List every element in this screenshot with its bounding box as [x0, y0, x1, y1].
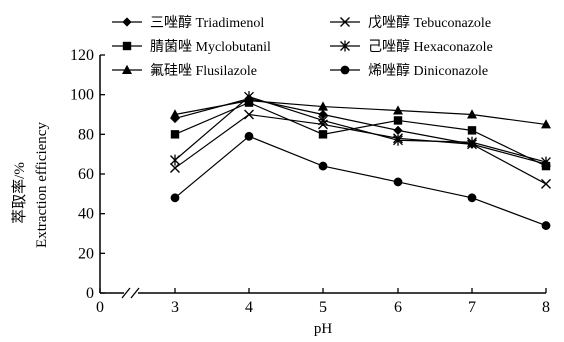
- data-point-triangle: [170, 109, 180, 119]
- data-point-square: [467, 126, 477, 135]
- data-point-diamond: [393, 125, 403, 135]
- data-point-x: [170, 163, 180, 174]
- y-axis-title-english: Extraction efficiency: [34, 122, 50, 248]
- data-point-asterisk: [318, 114, 328, 126]
- legend-entry: 烯唑醇 Diniconazole: [330, 62, 488, 79]
- data-point-square: [393, 116, 403, 125]
- series-line: [174, 95, 547, 163]
- data-point-triangle: [541, 119, 551, 129]
- data-point-x: [541, 178, 551, 189]
- data-point-asterisk: [340, 40, 350, 52]
- data-point-diamond: [318, 109, 328, 120]
- y-tick-label: 0: [86, 285, 94, 302]
- data-point-asterisk: [393, 134, 403, 146]
- legend-label: 戊唑醇 Tebuconazole: [368, 14, 491, 31]
- series-square: [170, 98, 551, 171]
- y-tick-label: 100: [70, 87, 94, 104]
- y-tick-label: 120: [70, 47, 94, 64]
- data-point-square: [122, 41, 132, 51]
- legend-label: 氟硅唑 Flusilazole: [150, 63, 257, 79]
- chart-legend: 三唑醇 Triadimenol 戊唑醇 Tebuconazole 腈菌唑 Myclo…: [112, 14, 493, 79]
- data-point-triangle: [467, 109, 477, 119]
- y-tick-label: 40: [78, 206, 94, 223]
- data-point-asterisk: [467, 136, 477, 148]
- data-point-circle: [541, 221, 551, 230]
- y-axis-title-chinese: 萃取率/%: [11, 162, 28, 224]
- axis-break-mark: [130, 287, 140, 299]
- data-point-triangle: [122, 64, 132, 74]
- legend-label: 己唑醇 Hexaconazole: [368, 38, 493, 55]
- axis-break-mark: [121, 287, 131, 299]
- series-line: [174, 135, 547, 227]
- chart-axes: [99, 55, 546, 299]
- data-point-x: [244, 109, 254, 120]
- data-point-triangle: [244, 95, 254, 105]
- series-x: [170, 109, 551, 189]
- legend-entry: 腈菌唑 Myclobutanil: [112, 39, 271, 55]
- x-tick-label: 3: [171, 299, 179, 316]
- data-point-circle: [467, 193, 477, 203]
- data-point-circle: [170, 193, 180, 203]
- x-tick-label: 6: [394, 299, 402, 316]
- data-point-circle: [318, 161, 328, 171]
- data-point-triangle: [318, 101, 328, 111]
- data-point-square: [170, 130, 180, 139]
- x-axis-title: pH: [314, 321, 333, 337]
- data-point-x: [340, 17, 350, 27]
- series-triangle: [170, 95, 551, 129]
- y-tick-label: 60: [78, 166, 94, 183]
- y-tick-label: 80: [78, 126, 94, 143]
- data-point-circle: [340, 65, 350, 75]
- data-point-triangle: [393, 105, 403, 115]
- data-point-circle: [393, 177, 403, 187]
- x-tick-label: 4: [245, 299, 253, 316]
- chart-series: [170, 91, 551, 230]
- x-tick-label: 7: [468, 299, 476, 316]
- legend-label: 腈菌唑 Myclobutanil: [150, 39, 271, 55]
- data-point-circle: [244, 131, 254, 141]
- legend-entry: 己唑醇 Hexaconazole: [330, 38, 493, 55]
- legend-entry: 戊唑醇 Tebuconazole: [330, 14, 491, 31]
- x-tick-label: 0: [96, 299, 104, 316]
- x-tick-label: 8: [542, 299, 550, 316]
- chart-ticks: 0 20 40 60 80 100 120 0 3 4 5 6 7 8: [70, 47, 550, 316]
- series-circle: [170, 131, 551, 230]
- series-line: [174, 100, 547, 126]
- data-point-asterisk: [541, 156, 551, 168]
- legend-label: 三唑醇 Triadimenol: [150, 14, 264, 31]
- series-line: [174, 113, 547, 185]
- x-tick-label: 5: [319, 299, 327, 316]
- data-point-square: [318, 130, 328, 139]
- data-point-diamond: [122, 17, 132, 27]
- legend-label: 烯唑醇 Diniconazole: [368, 62, 488, 79]
- legend-entry: 三唑醇 Triadimenol: [112, 14, 264, 31]
- y-tick-label: 20: [78, 245, 94, 262]
- legend-entry: 氟硅唑 Flusilazole: [112, 63, 257, 79]
- series-line: [174, 98, 547, 165]
- data-point-asterisk: [170, 154, 180, 166]
